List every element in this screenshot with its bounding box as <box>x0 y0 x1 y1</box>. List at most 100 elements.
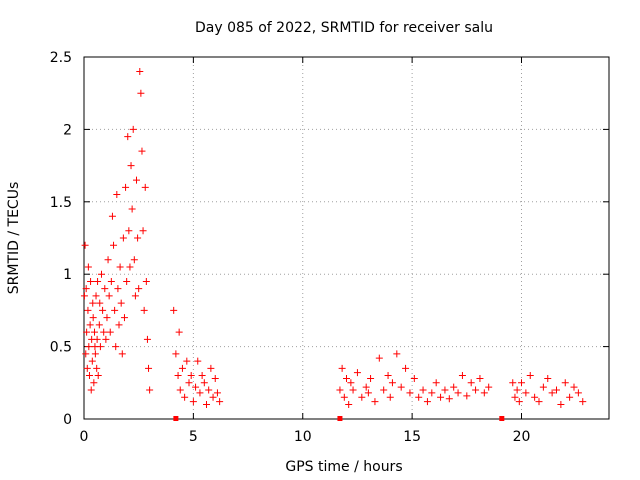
data-point <box>84 306 92 314</box>
data-point <box>107 277 115 285</box>
data-point <box>349 386 357 394</box>
data-point <box>146 386 154 394</box>
y-tick-label: 1 <box>63 267 72 283</box>
ticks <box>83 56 609 420</box>
data-point <box>345 401 353 409</box>
data-point <box>115 321 123 329</box>
data-point <box>94 372 102 380</box>
data-point <box>353 369 361 377</box>
data-point <box>518 379 525 387</box>
data-point <box>87 277 95 285</box>
data-point <box>432 379 440 387</box>
y-tick-labels: 0 0.5 1 1.5 2 2.5 <box>50 50 72 428</box>
data-point <box>122 183 130 191</box>
data-point <box>116 263 124 271</box>
data-point <box>129 125 137 133</box>
data-point <box>126 263 134 271</box>
data-point <box>196 389 204 397</box>
data-point <box>467 379 475 387</box>
data-point <box>367 374 375 382</box>
data-point <box>548 389 556 397</box>
data-point <box>216 398 224 406</box>
data-point <box>198 372 206 380</box>
data-point <box>522 389 530 397</box>
data-point <box>192 383 200 391</box>
data-point <box>80 292 88 300</box>
data-point <box>458 372 466 380</box>
data-point <box>119 234 127 242</box>
data-point <box>574 389 582 397</box>
data-point <box>419 386 427 394</box>
data-point <box>476 374 484 382</box>
y-axis-label: SRMTID / TECUs <box>6 182 22 295</box>
data-point <box>454 389 462 397</box>
data-point <box>114 285 122 293</box>
y-tick-label: 2.5 <box>50 50 72 66</box>
data-point <box>211 374 219 382</box>
data-point <box>185 379 193 387</box>
data-point <box>544 374 552 382</box>
data-point <box>101 285 109 293</box>
data-point <box>437 393 445 401</box>
data-point <box>570 383 578 391</box>
data-point <box>106 328 114 336</box>
data-point <box>113 191 121 199</box>
data-point <box>358 393 366 401</box>
data-point <box>141 183 149 191</box>
data-point <box>371 398 379 406</box>
data-point <box>445 395 453 403</box>
data-point <box>90 379 98 387</box>
data-point <box>117 299 125 307</box>
data-point <box>91 328 98 336</box>
data-point <box>450 383 458 391</box>
data-point <box>112 343 120 351</box>
data-point <box>472 386 480 394</box>
data-point <box>95 321 103 329</box>
data-point <box>362 383 370 391</box>
data-point <box>140 306 148 314</box>
baseline-marker <box>499 416 505 421</box>
data-point <box>138 147 146 155</box>
data-point <box>393 350 401 358</box>
x-tick-label: 5 <box>189 429 198 445</box>
data-point <box>397 383 405 391</box>
x-tick-label: 20 <box>513 429 531 445</box>
data-point <box>203 401 210 409</box>
data-point <box>89 299 97 307</box>
data-point <box>561 379 569 387</box>
data-point <box>143 335 151 343</box>
data-point <box>136 67 144 75</box>
y-tick-label: 0.5 <box>50 340 72 356</box>
data-point <box>142 277 150 285</box>
data-point <box>91 350 99 358</box>
data-point <box>187 372 195 380</box>
data-point <box>463 392 471 400</box>
data-points <box>80 67 587 409</box>
x-tick-labels: 0 5 10 15 20 <box>80 429 531 445</box>
data-point <box>480 389 488 397</box>
data-point <box>88 357 96 365</box>
data-point <box>406 389 414 397</box>
data-point <box>513 386 521 394</box>
data-point <box>189 398 197 406</box>
data-point <box>194 357 202 365</box>
data-point <box>104 256 112 264</box>
data-point <box>566 393 574 401</box>
data-point <box>178 364 186 372</box>
data-point <box>531 393 539 401</box>
data-point <box>176 386 184 394</box>
data-point <box>175 328 183 336</box>
chart-title: Day 085 of 2022, SRMTID for receiver sal… <box>195 20 493 36</box>
data-point <box>388 379 396 387</box>
data-point <box>145 364 153 372</box>
data-point <box>105 292 113 300</box>
data-point <box>386 393 394 401</box>
data-point <box>111 306 119 314</box>
y-tick-label: 0 <box>63 412 72 428</box>
data-point <box>93 364 101 372</box>
data-point <box>133 176 140 184</box>
data-point <box>402 364 410 372</box>
y-tick-label: 2 <box>63 122 72 138</box>
baseline-markers <box>173 416 505 421</box>
